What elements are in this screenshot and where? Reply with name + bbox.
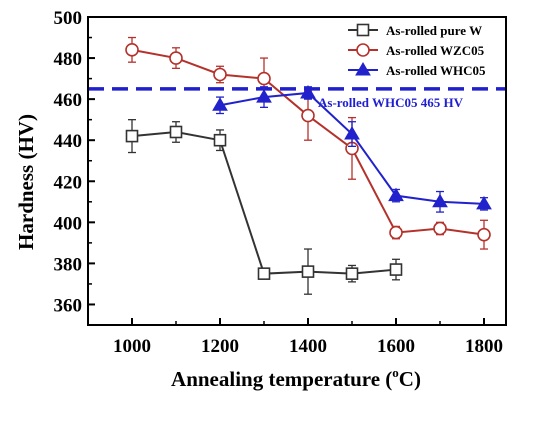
- data-point-circle: [257, 71, 271, 86]
- y-tick-label: 420: [54, 172, 83, 193]
- data-point-triangle: [476, 195, 492, 210]
- data-point-triangle: [388, 187, 404, 202]
- y-axis-label: Hardness (HV): [14, 114, 38, 250]
- data-point-circle: [301, 108, 315, 123]
- data-point-circle: [356, 43, 370, 57]
- x-tick-label: 1000: [113, 336, 151, 357]
- x-axis-label: Annealing temperature (oC): [171, 365, 421, 391]
- data-point-triangle: [355, 62, 371, 76]
- data-point-triangle: [212, 97, 228, 111]
- data-point-circle: [169, 51, 183, 65]
- legend-label: As-rolled WZC05: [386, 43, 485, 58]
- y-tick-label: 400: [54, 213, 83, 234]
- y-tick-label: 460: [54, 90, 83, 111]
- reference-line-layer: As-rolled WHC05 465 HV: [88, 87, 506, 110]
- data-point-square: [301, 265, 315, 278]
- data-point-square: [356, 23, 370, 37]
- data-point-circle: [125, 43, 139, 57]
- y-tick-label: 480: [54, 49, 83, 70]
- legend-label: As-rolled pure W: [386, 23, 482, 38]
- reference-line-label: As-rolled WHC05 465 HV: [318, 95, 464, 110]
- data-point-triangle: [432, 193, 448, 208]
- x-tick-label: 1400: [289, 336, 327, 357]
- axes-layer: 360 380 400 420 440 460 480 500 1000 1200 1400 1600…: [54, 8, 507, 357]
- y-tick-label: 440: [54, 131, 83, 152]
- x-tick-label: 1200: [201, 336, 239, 357]
- x-axis-label-main: Annealing temperature (: [171, 367, 392, 391]
- data-point-square: [169, 125, 183, 139]
- series-as-rolled-whc05: [212, 84, 492, 213]
- legend: As-rolled pure W As-rolled WZC05 As-rolled…: [348, 23, 486, 78]
- series-layer: [125, 36, 492, 295]
- x-tick-label: 1600: [377, 336, 415, 357]
- data-point-square: [345, 267, 359, 280]
- series-as-rolled-pure-w: [125, 119, 403, 295]
- x-axis-label-degree: o: [392, 365, 399, 380]
- data-point-triangle: [256, 89, 272, 103]
- data-point-triangle: [344, 126, 360, 140]
- data-point-circle: [477, 227, 491, 242]
- data-point-circle: [433, 221, 447, 236]
- y-tick-label: 380: [54, 254, 83, 275]
- data-point-square: [213, 133, 227, 147]
- data-point-square: [125, 129, 139, 143]
- data-point-square: [389, 263, 403, 276]
- series-as-rolled-wzc05: [125, 36, 491, 250]
- x-axis-label-unit: C): [399, 367, 421, 391]
- data-point-triangle: [300, 84, 316, 99]
- data-point-square: [257, 267, 271, 280]
- y-tick-label: 360: [54, 295, 83, 316]
- data-point-circle: [213, 67, 227, 82]
- data-point-circle: [389, 225, 403, 240]
- plot-frame: [87, 16, 507, 326]
- legend-label: As-rolled WHC05: [386, 63, 486, 78]
- y-tick-label: 500: [54, 8, 83, 29]
- x-tick-label: 1800: [465, 336, 503, 357]
